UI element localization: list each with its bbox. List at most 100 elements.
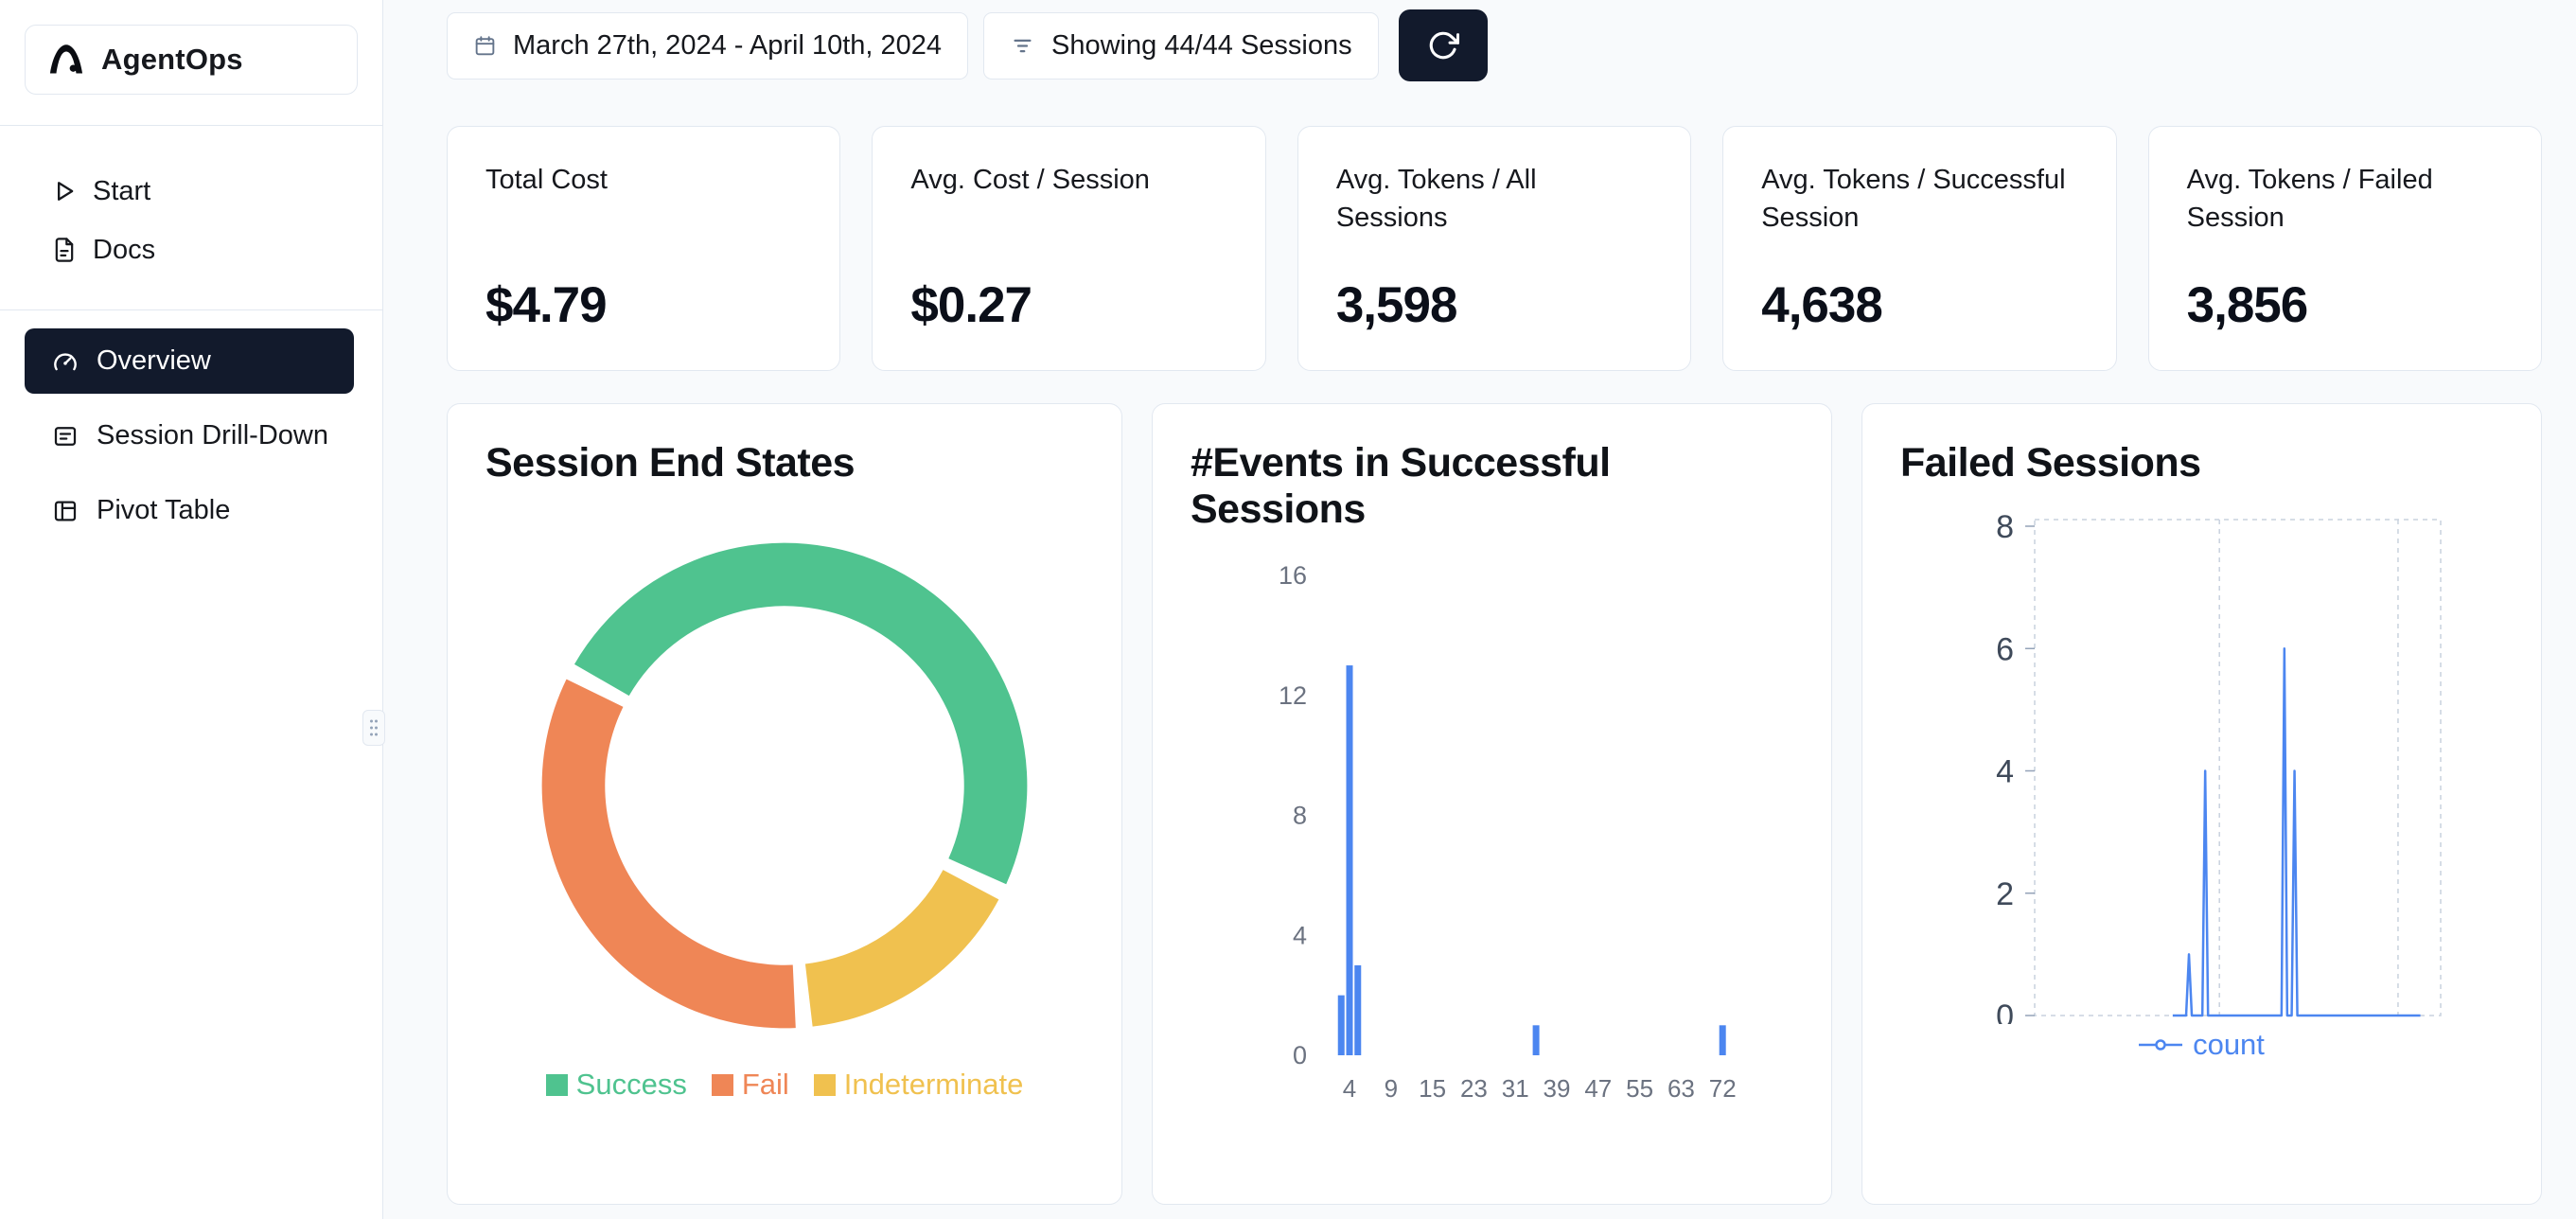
sidebar-item-pivot-table[interactable]: Pivot Table xyxy=(25,478,354,543)
filter-icon xyxy=(1010,33,1035,59)
stat-card-avg-cost-session: Avg. Cost / Session $0.27 xyxy=(872,126,1266,371)
axis-tick-label: 15 xyxy=(1419,1074,1446,1103)
stat-card-avg-tokens-failed: Avg. Tokens / Failed Session 3,856 xyxy=(2147,126,2543,371)
pivot-table-icon xyxy=(51,497,79,525)
axis-tick-label: 0 xyxy=(1996,998,2014,1024)
legend-swatch xyxy=(813,1073,836,1096)
session-end-states-donut xyxy=(541,542,1028,1029)
sidebar-divider xyxy=(0,309,382,310)
sidebar-item-session-drill-down[interactable]: Session Drill-Down xyxy=(25,403,354,468)
agentops-logo-icon xyxy=(46,40,86,80)
legend-item-success: Success xyxy=(545,1068,687,1102)
sessions-filter-label: Showing 44/44 Sessions xyxy=(1051,29,1352,61)
axis-tick-label: 16 xyxy=(1279,561,1307,590)
axis-tick-label: 4 xyxy=(1343,1074,1356,1103)
histogram-bar xyxy=(1337,995,1345,1056)
donut-slice-fail xyxy=(541,679,796,1029)
axis-tick-label: 63 xyxy=(1667,1074,1695,1103)
failed-sessions-card: Failed Sessions 8 6 4 2 0 count xyxy=(1861,403,2542,1205)
play-icon xyxy=(51,178,78,204)
sidebar-item-label: Session Drill-Down xyxy=(97,420,328,450)
histogram-bar xyxy=(1346,665,1353,1056)
stat-label: Avg. Tokens / Failed Session xyxy=(2186,165,2433,234)
failed-sessions-plot: 8 6 4 2 0 xyxy=(1996,509,2442,1024)
legend-item-fail: Fail xyxy=(711,1068,789,1102)
refresh-icon xyxy=(1427,29,1459,62)
sidebar-item-overview[interactable]: Overview xyxy=(25,328,354,394)
legend-label: Success xyxy=(575,1068,687,1102)
stat-value: 3,856 xyxy=(2186,277,2309,333)
sidebar-divider xyxy=(0,125,382,126)
logo[interactable]: AgentOps xyxy=(25,25,358,95)
stats-row: Total Cost $4.79 Avg. Cost / Session $0.… xyxy=(447,126,2543,371)
stat-label: Total Cost xyxy=(485,165,608,195)
axis-tick-label: 9 xyxy=(1385,1074,1398,1103)
sidebar: AgentOps Start Docs xyxy=(0,0,385,1219)
axis-tick-label: 8 xyxy=(1293,802,1307,830)
legend-swatch xyxy=(711,1073,733,1096)
docs-icon xyxy=(51,237,78,263)
axis-tick-label: 39 xyxy=(1544,1074,1571,1103)
sessions-filter-button[interactable]: Showing 44/44 Sessions xyxy=(983,11,1379,80)
count-line xyxy=(2172,647,2421,1017)
stat-label: Avg. Tokens / Successful Session xyxy=(1761,165,2066,234)
sidebar-top-menu: Start Docs xyxy=(0,162,382,279)
charts-row: Session End States Success Fail Indetermin… xyxy=(447,403,2542,1205)
axis-tick-label: 72 xyxy=(1709,1074,1737,1103)
stat-card-avg-tokens-all: Avg. Tokens / All Sessions 3,598 xyxy=(1297,126,1692,371)
stat-value: $0.27 xyxy=(910,277,1032,333)
sidebar-item-start[interactable]: Start xyxy=(0,162,382,221)
stat-value: 3,598 xyxy=(1335,277,1458,333)
histogram-bar xyxy=(1719,1025,1726,1056)
sidebar-item-docs[interactable]: Docs xyxy=(0,221,382,279)
refresh-button[interactable] xyxy=(1398,9,1488,81)
failed-sessions-legend: count xyxy=(1898,1028,2505,1062)
events-histogram-card: #Events in Successful Sessions 16 12 8 4 0 4 9… xyxy=(1152,403,1832,1205)
sidebar-resize-handle[interactable] xyxy=(362,710,385,746)
gauge-icon xyxy=(51,347,79,376)
axis-tick-label: 2 xyxy=(1996,876,2014,912)
sidebar-main-menu: Overview Session Drill-Down Pivot Table xyxy=(0,328,382,543)
stat-card-avg-tokens-successful: Avg. Tokens / Successful Session 4,638 xyxy=(1722,126,2117,371)
donut-slice-success xyxy=(573,542,1028,885)
sidebar-item-label: Overview xyxy=(97,345,211,376)
donut-chart xyxy=(484,522,1085,1052)
legend-item-indeterminate: Indeterminate xyxy=(813,1068,1024,1102)
axis-tick-label: 6 xyxy=(1996,631,2014,667)
stat-value: $4.79 xyxy=(485,277,608,333)
axis-tick-label: 4 xyxy=(1293,921,1307,949)
axis-tick-label: 31 xyxy=(1502,1074,1529,1103)
donut-legend: Success Fail Indeterminate xyxy=(484,1068,1085,1102)
sidebar-item-label: Docs xyxy=(93,234,156,265)
app-name: AgentOps xyxy=(101,43,243,76)
histogram-bar xyxy=(1532,1025,1540,1056)
axis-tick-label: 55 xyxy=(1626,1074,1653,1103)
chart-title: #Events in Successful Sessions xyxy=(1191,440,1611,533)
calendar-icon xyxy=(473,34,497,58)
sidebar-item-label: Start xyxy=(93,175,151,206)
session-end-states-card: Session End States Success Fail Indetermin… xyxy=(447,403,1122,1205)
histogram-bar xyxy=(1354,964,1362,1056)
plot-border xyxy=(2034,519,2442,1016)
axis-tick-label: 4 xyxy=(1996,754,2014,790)
drilldown-icon xyxy=(51,422,79,450)
axis-tick-label: 12 xyxy=(1279,681,1307,710)
legend-label: count xyxy=(2193,1028,2265,1062)
date-range-button[interactable]: March 27th, 2024 - April 10th, 2024 xyxy=(447,11,969,80)
stat-card-total-cost: Total Cost $4.79 xyxy=(447,126,841,371)
chart-title: Failed Sessions xyxy=(1900,440,2201,486)
donut-slice-indeterminate xyxy=(804,870,999,1027)
toolbar: March 27th, 2024 - April 10th, 2024 Show… xyxy=(447,9,2542,81)
legend-label: Indeterminate xyxy=(843,1068,1024,1102)
axis-tick-label: 0 xyxy=(1293,1041,1307,1069)
stat-label: Avg. Tokens / All Sessions xyxy=(1335,165,1537,234)
legend-label: Fail xyxy=(741,1068,789,1102)
axis-tick-label: 23 xyxy=(1460,1074,1488,1103)
axis-tick-label: 47 xyxy=(1584,1074,1612,1103)
axis-tick-label: 8 xyxy=(1996,509,2014,545)
line-marker-icon xyxy=(2139,1037,2183,1052)
legend-swatch xyxy=(545,1073,568,1096)
chart-title: Session End States xyxy=(485,440,856,486)
